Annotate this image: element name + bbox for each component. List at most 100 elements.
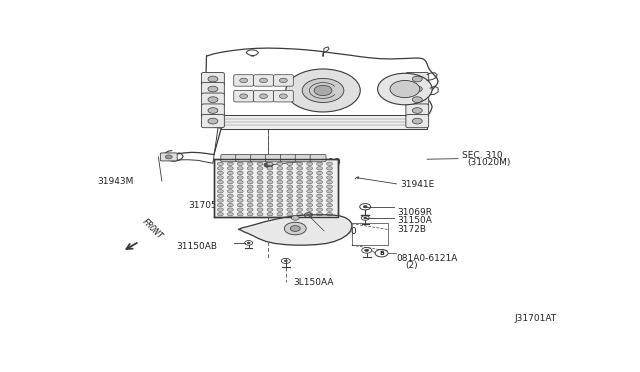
Circle shape xyxy=(287,167,292,170)
FancyBboxPatch shape xyxy=(280,154,296,162)
Text: SEC. 310: SEC. 310 xyxy=(462,151,502,160)
Circle shape xyxy=(227,212,233,216)
FancyBboxPatch shape xyxy=(253,90,273,102)
Circle shape xyxy=(218,167,223,170)
FancyBboxPatch shape xyxy=(310,154,326,162)
Circle shape xyxy=(267,167,273,170)
Circle shape xyxy=(287,162,292,166)
Circle shape xyxy=(237,167,243,170)
Circle shape xyxy=(307,194,312,198)
Circle shape xyxy=(317,176,323,179)
Circle shape xyxy=(326,185,332,189)
Circle shape xyxy=(277,190,283,193)
Circle shape xyxy=(326,194,332,198)
Circle shape xyxy=(317,199,323,202)
Circle shape xyxy=(267,203,273,207)
Circle shape xyxy=(247,185,253,189)
Circle shape xyxy=(297,162,303,166)
FancyBboxPatch shape xyxy=(202,73,225,86)
FancyBboxPatch shape xyxy=(406,93,429,106)
Circle shape xyxy=(267,208,273,211)
FancyBboxPatch shape xyxy=(406,104,429,117)
FancyBboxPatch shape xyxy=(234,90,253,102)
Circle shape xyxy=(286,69,360,112)
Circle shape xyxy=(277,203,283,207)
Circle shape xyxy=(218,185,223,189)
Circle shape xyxy=(257,199,263,202)
Circle shape xyxy=(277,176,283,179)
Text: 31940: 31940 xyxy=(328,227,356,236)
Circle shape xyxy=(297,199,303,202)
Circle shape xyxy=(326,199,332,202)
Circle shape xyxy=(257,194,263,198)
FancyBboxPatch shape xyxy=(406,115,429,128)
Circle shape xyxy=(317,171,323,175)
FancyBboxPatch shape xyxy=(253,75,273,86)
Text: (31020M): (31020M) xyxy=(467,158,510,167)
Circle shape xyxy=(208,118,218,124)
Circle shape xyxy=(227,185,233,189)
Circle shape xyxy=(260,94,268,99)
Circle shape xyxy=(247,242,250,244)
FancyBboxPatch shape xyxy=(221,154,237,162)
Circle shape xyxy=(378,73,432,105)
Circle shape xyxy=(317,167,323,170)
Circle shape xyxy=(218,203,223,207)
Circle shape xyxy=(284,222,306,235)
Circle shape xyxy=(257,176,263,179)
Text: 31705: 31705 xyxy=(188,201,217,209)
Circle shape xyxy=(277,162,283,166)
Circle shape xyxy=(247,203,253,207)
Circle shape xyxy=(326,208,332,211)
Circle shape xyxy=(307,208,312,211)
Circle shape xyxy=(284,260,287,262)
FancyBboxPatch shape xyxy=(406,73,429,86)
FancyBboxPatch shape xyxy=(236,154,252,162)
Circle shape xyxy=(240,94,248,99)
Circle shape xyxy=(227,176,233,179)
Text: FRONT: FRONT xyxy=(141,217,164,241)
FancyBboxPatch shape xyxy=(234,75,253,86)
Circle shape xyxy=(317,190,323,193)
Circle shape xyxy=(218,162,223,166)
Circle shape xyxy=(277,208,283,211)
Circle shape xyxy=(287,180,292,184)
Circle shape xyxy=(227,167,233,170)
Circle shape xyxy=(307,180,312,184)
Circle shape xyxy=(227,162,233,166)
Circle shape xyxy=(257,190,263,193)
Circle shape xyxy=(237,190,243,193)
Text: B: B xyxy=(379,251,384,256)
Circle shape xyxy=(237,176,243,179)
Circle shape xyxy=(247,190,253,193)
Circle shape xyxy=(247,167,253,170)
Circle shape xyxy=(247,176,253,179)
FancyBboxPatch shape xyxy=(202,104,225,117)
Circle shape xyxy=(267,162,273,166)
Circle shape xyxy=(218,199,223,202)
Circle shape xyxy=(247,194,253,198)
FancyBboxPatch shape xyxy=(202,115,225,128)
Circle shape xyxy=(277,180,283,184)
Circle shape xyxy=(326,180,332,184)
Text: 3172B: 3172B xyxy=(397,225,426,234)
Circle shape xyxy=(287,194,292,198)
Circle shape xyxy=(307,190,312,193)
Circle shape xyxy=(317,162,323,166)
Circle shape xyxy=(257,208,263,211)
Circle shape xyxy=(227,190,233,193)
FancyBboxPatch shape xyxy=(406,83,429,96)
Circle shape xyxy=(302,78,344,103)
Text: 31069R: 31069R xyxy=(397,208,433,217)
Circle shape xyxy=(227,194,233,198)
Circle shape xyxy=(247,171,253,175)
Circle shape xyxy=(412,76,422,82)
Circle shape xyxy=(307,162,312,166)
Circle shape xyxy=(267,212,273,216)
Circle shape xyxy=(317,212,323,216)
Circle shape xyxy=(247,162,253,166)
Circle shape xyxy=(287,190,292,193)
Circle shape xyxy=(287,199,292,202)
FancyBboxPatch shape xyxy=(251,154,266,162)
Circle shape xyxy=(307,167,312,170)
